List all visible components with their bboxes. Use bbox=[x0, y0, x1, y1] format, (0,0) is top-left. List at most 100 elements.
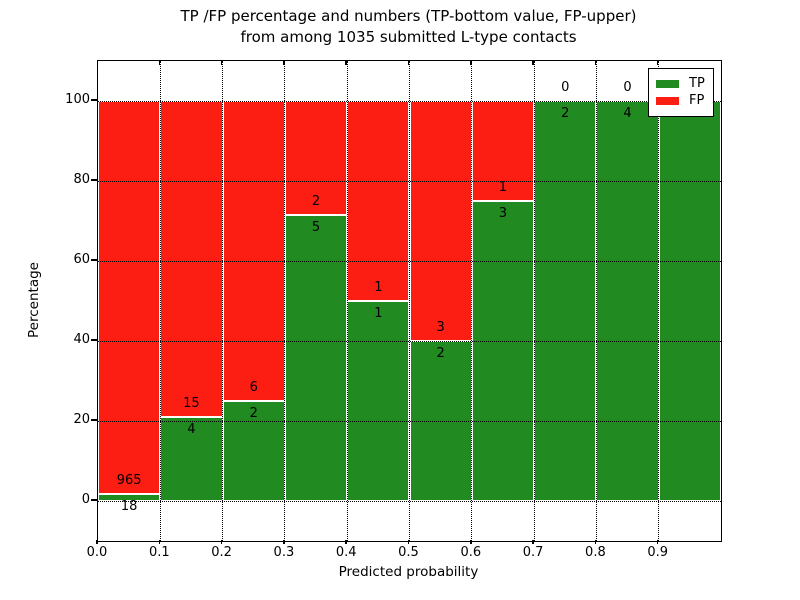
grid-layer bbox=[98, 61, 721, 541]
gridline-v bbox=[284, 61, 286, 541]
x-tick-label: 0.6 bbox=[460, 545, 482, 560]
bar-label-tp: 2 bbox=[249, 406, 258, 421]
x-tick-mark bbox=[345, 540, 347, 544]
bar-label-tp: 2 bbox=[436, 346, 445, 361]
x-tick-mark bbox=[594, 540, 597, 544]
bar-labels-layer: 965181546225113213020401 bbox=[98, 61, 721, 541]
bar-segment-tp bbox=[471, 201, 535, 501]
x-tick-mark-top bbox=[158, 61, 161, 65]
gridline-v bbox=[222, 61, 224, 541]
bar-segment-tp bbox=[284, 215, 348, 501]
bar-segment-tp bbox=[347, 301, 410, 501]
bar-segment-fp bbox=[409, 101, 472, 341]
bar-label-tp: 3 bbox=[498, 206, 508, 221]
bar-label-fp: 0 bbox=[561, 80, 570, 95]
bar-label-tp: 4 bbox=[187, 421, 196, 437]
chart-title: TP /FP percentage and numbers (TP-bottom… bbox=[97, 6, 720, 48]
bar-segment-tp bbox=[160, 416, 223, 501]
gridline-v bbox=[595, 61, 597, 541]
x-tick-label: 0.7 bbox=[522, 545, 544, 560]
legend-entry: FP bbox=[649, 92, 713, 109]
x-tick-mark bbox=[532, 540, 534, 544]
x-tick-mark-top bbox=[532, 61, 534, 65]
x-tick-mark bbox=[96, 540, 98, 544]
x-tick-label: 0.8 bbox=[585, 545, 606, 560]
bar-segment-tp bbox=[98, 493, 161, 501]
bar-label-fp: 3 bbox=[436, 320, 445, 335]
legend-entry: TP bbox=[649, 75, 713, 92]
x-tick-label: 0.1 bbox=[148, 545, 170, 560]
bar-label-fp: 2 bbox=[311, 194, 321, 210]
y-tick-mark bbox=[91, 339, 97, 341]
bar-label-tp: 18 bbox=[120, 498, 138, 514]
y-tick-mark bbox=[91, 179, 97, 181]
bar-segment-fp bbox=[98, 101, 161, 494]
y-tick-label: 80 bbox=[73, 172, 90, 187]
gridline-v bbox=[533, 61, 535, 541]
x-tick-label: 0.9 bbox=[647, 545, 669, 560]
y-axis-label: Percentage bbox=[26, 262, 42, 338]
x-tick-mark-top bbox=[656, 61, 659, 65]
bar-label-tp: 5 bbox=[311, 220, 321, 236]
legend-label-fp: FP bbox=[689, 93, 705, 108]
legend-swatch-fp bbox=[656, 96, 679, 105]
x-tick-mark bbox=[158, 540, 161, 544]
x-axis-label: Predicted probability bbox=[338, 564, 479, 580]
bar-label-tp: 2 bbox=[561, 106, 570, 121]
bar-label-fp: 0 bbox=[623, 80, 632, 95]
x-tick-mark-top bbox=[283, 61, 285, 65]
bar-segment-fp bbox=[284, 101, 348, 216]
x-tick-mark-top bbox=[594, 61, 597, 65]
y-tick-label: 0 bbox=[81, 492, 90, 507]
x-tick-mark-top bbox=[220, 61, 223, 65]
bar-segment-tp bbox=[596, 101, 659, 501]
bar-label-tp: 1 bbox=[374, 306, 383, 321]
bar-label-fp: 1 bbox=[374, 280, 383, 295]
x-tick-label: 0.0 bbox=[86, 545, 108, 560]
legend-label-tp: TP bbox=[689, 76, 705, 91]
bar-label-fp: 6 bbox=[249, 380, 258, 395]
x-tick-mark-top bbox=[470, 61, 472, 65]
y-tick-label: 60 bbox=[73, 252, 90, 267]
bars-layer bbox=[98, 61, 721, 541]
legend-swatch-tp bbox=[656, 79, 679, 88]
x-tick-mark-top bbox=[407, 61, 410, 65]
bar-segment-fp bbox=[471, 101, 535, 201]
x-tick-mark-top bbox=[345, 61, 347, 65]
x-tick-label: 0.3 bbox=[273, 545, 295, 560]
bar-segment-fp bbox=[222, 101, 285, 401]
plot-area: 965181546225113213020401 bbox=[97, 60, 722, 542]
chart-title-line2: from among 1035 submitted L-type contact… bbox=[240, 28, 577, 46]
bar-segment-tp bbox=[658, 101, 721, 501]
x-tick-label: 0.2 bbox=[211, 545, 232, 560]
bar-segment-tp bbox=[222, 401, 285, 501]
y-tick-mark bbox=[91, 99, 97, 101]
bar-segment-tp bbox=[534, 101, 597, 501]
gridline-v bbox=[409, 61, 410, 541]
x-tick-label: 0.4 bbox=[335, 545, 357, 560]
y-tick-label: 100 bbox=[65, 92, 90, 107]
gridline-v bbox=[159, 61, 161, 541]
gridline-v bbox=[346, 61, 348, 541]
bar-label-fp: 965 bbox=[116, 472, 142, 488]
y-tick-mark bbox=[91, 419, 97, 421]
chart-title-line1: TP /FP percentage and numbers (TP-bottom… bbox=[180, 7, 637, 25]
x-tick-label: 0.5 bbox=[398, 545, 419, 560]
gridline-v bbox=[658, 61, 660, 541]
y-tick-label: 20 bbox=[73, 412, 90, 427]
bar-label-fp: 15 bbox=[183, 395, 200, 411]
x-tick-mark bbox=[283, 540, 285, 544]
gridline-v bbox=[471, 61, 473, 541]
x-tick-mark bbox=[220, 540, 223, 544]
bar-segment-fp bbox=[160, 101, 223, 417]
bar-segment-fp bbox=[347, 101, 410, 301]
y-tick-mark bbox=[91, 499, 97, 501]
bar-label-tp: 4 bbox=[623, 106, 632, 121]
y-tick-label: 40 bbox=[73, 332, 90, 347]
x-tick-mark bbox=[407, 540, 410, 544]
y-tick-mark bbox=[91, 259, 97, 261]
legend: TP FP bbox=[648, 68, 714, 117]
bar-label-fp: 1 bbox=[498, 180, 508, 195]
x-tick-mark bbox=[470, 540, 472, 544]
